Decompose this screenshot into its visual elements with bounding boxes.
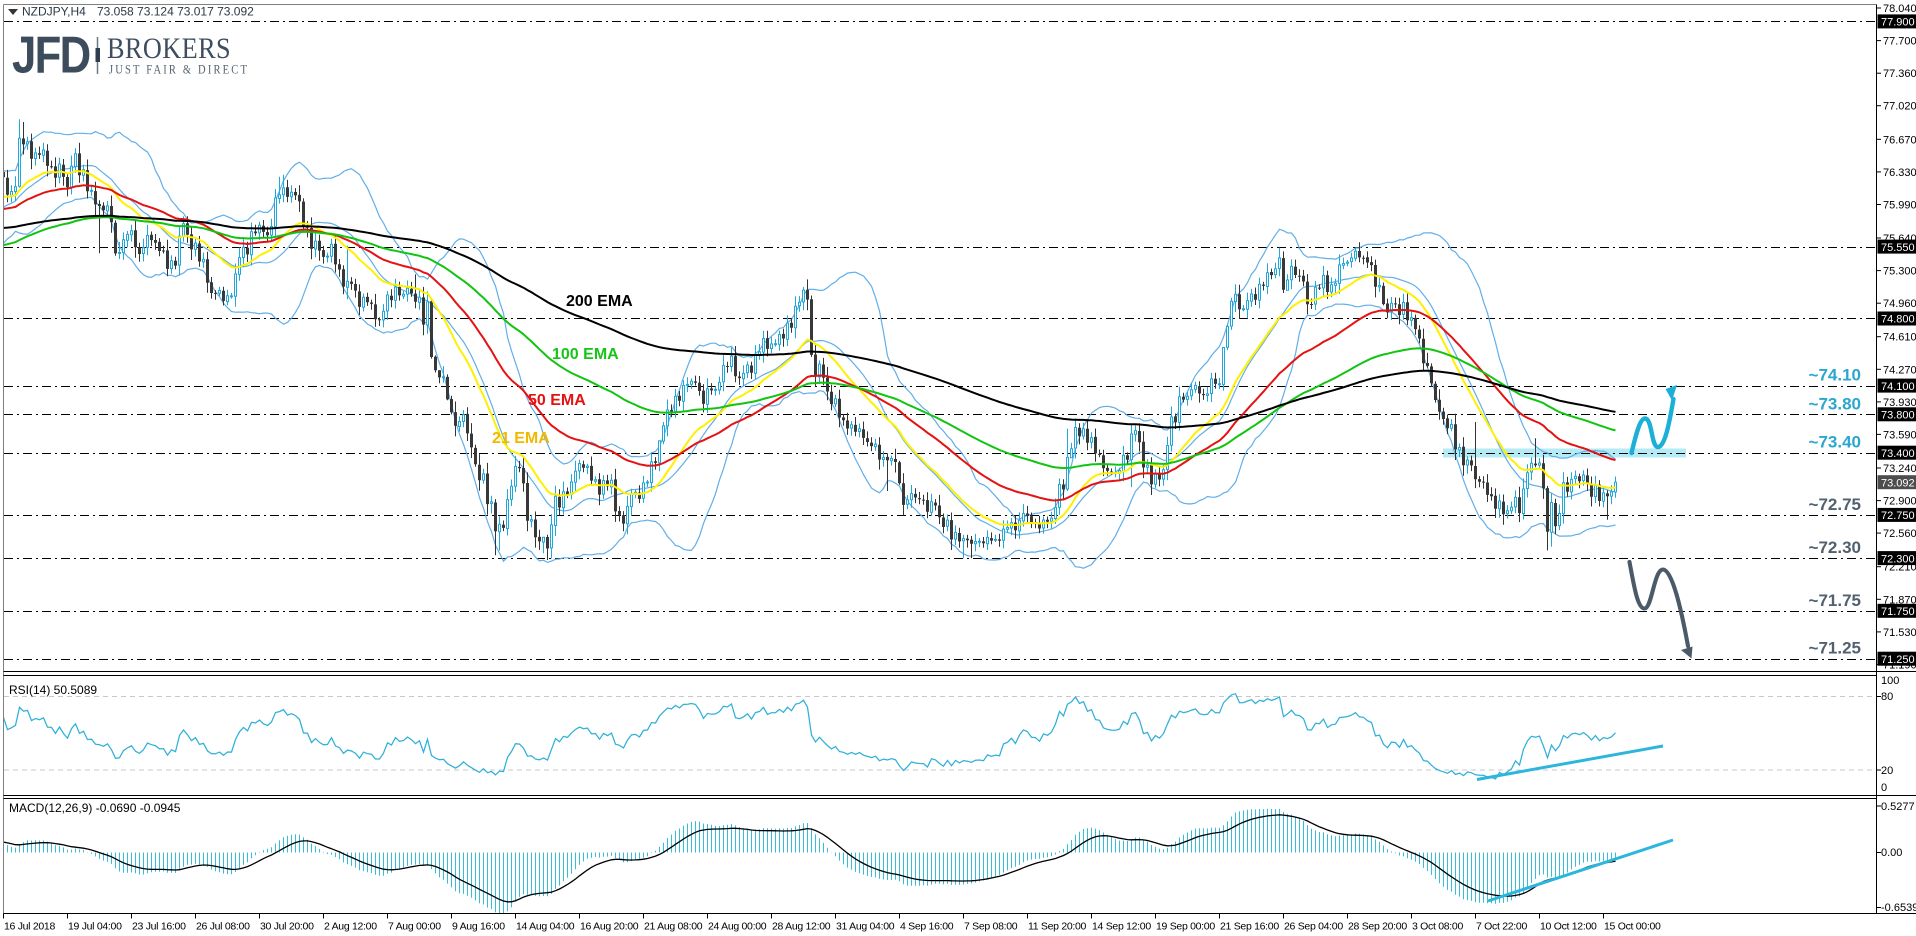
svg-text:9 Aug 16:00: 9 Aug 16:00 (452, 921, 505, 933)
svg-text:80: 80 (1881, 691, 1893, 703)
svg-text:JFD: JFD (12, 27, 90, 84)
svg-text:~74.10: ~74.10 (1809, 366, 1861, 385)
svg-text:75.550: 75.550 (1881, 242, 1915, 254)
svg-text:100: 100 (1881, 675, 1899, 687)
svg-text:16 Jul 2018: 16 Jul 2018 (4, 921, 55, 933)
svg-text:74.270: 74.270 (1883, 364, 1916, 376)
svg-text:100 EMA: 100 EMA (552, 346, 619, 363)
svg-text:26 Sep 04:00: 26 Sep 04:00 (1284, 921, 1343, 933)
svg-text:15 Oct 00:00: 15 Oct 00:00 (1604, 921, 1661, 933)
svg-text:2 Aug 12:00: 2 Aug 12:00 (324, 921, 377, 933)
svg-text:~71.25: ~71.25 (1809, 639, 1861, 658)
svg-text:0: 0 (1881, 782, 1887, 794)
svg-text:14 Aug 04:00: 14 Aug 04:00 (516, 921, 575, 933)
svg-text:26 Jul 08:00: 26 Jul 08:00 (196, 921, 250, 933)
svg-text:7 Sep 08:00: 7 Sep 08:00 (964, 921, 1018, 933)
svg-text:77.900: 77.900 (1881, 17, 1915, 29)
svg-text:71.750: 71.750 (1881, 606, 1915, 618)
svg-text:74.800: 74.800 (1881, 314, 1915, 326)
svg-text:28 Aug 12:00: 28 Aug 12:00 (772, 921, 831, 933)
svg-text:19 Jul 04:00: 19 Jul 04:00 (68, 921, 122, 933)
svg-text:~71.75: ~71.75 (1809, 591, 1861, 610)
svg-text:BROKERS: BROKERS (107, 32, 231, 65)
svg-text:3 Oct 08:00: 3 Oct 08:00 (1412, 921, 1463, 933)
svg-text:20: 20 (1881, 765, 1893, 777)
svg-text:~73.80: ~73.80 (1809, 394, 1861, 413)
svg-text:77.700: 77.700 (1883, 36, 1916, 48)
svg-text:74.100: 74.100 (1881, 381, 1915, 393)
svg-text:78.040: 78.040 (1883, 3, 1916, 15)
svg-text:73.800: 73.800 (1881, 410, 1915, 422)
svg-text:76.670: 76.670 (1883, 134, 1916, 146)
svg-text:21 EMA: 21 EMA (492, 430, 550, 447)
svg-text:73.590: 73.590 (1883, 429, 1916, 441)
svg-text:19 Sep 00:00: 19 Sep 00:00 (1156, 921, 1215, 933)
svg-text:74.610: 74.610 (1883, 332, 1916, 344)
svg-text:7 Aug 00:00: 7 Aug 00:00 (388, 921, 441, 933)
svg-text:71.870: 71.870 (1883, 594, 1916, 606)
svg-text:73.058 73.124 73.017 73.092: 73.058 73.124 73.017 73.092 (97, 5, 254, 19)
svg-text:73.092: 73.092 (1881, 477, 1915, 489)
svg-text:71.250: 71.250 (1881, 654, 1915, 666)
svg-text:~72.75: ~72.75 (1809, 495, 1861, 514)
svg-text:77.020: 77.020 (1883, 101, 1916, 113)
svg-text:MACD(12,26,9) -0.0690 -0.0945: MACD(12,26,9) -0.0690 -0.0945 (9, 801, 181, 815)
svg-text:11 Sep 20:00: 11 Sep 20:00 (1028, 921, 1087, 933)
svg-text:28 Sep 20:00: 28 Sep 20:00 (1348, 921, 1407, 933)
svg-text:200 EMA: 200 EMA (566, 293, 633, 310)
svg-text:72.750: 72.750 (1881, 510, 1915, 522)
svg-text:72.300: 72.300 (1881, 553, 1915, 565)
svg-text:73.930: 73.930 (1883, 397, 1916, 409)
svg-text:73.400: 73.400 (1881, 448, 1915, 460)
svg-text:RSI(14) 50.5089: RSI(14) 50.5089 (9, 683, 97, 697)
svg-text:72.560: 72.560 (1883, 528, 1916, 540)
svg-text:21 Aug 08:00: 21 Aug 08:00 (644, 921, 703, 933)
svg-text:77.360: 77.360 (1883, 68, 1916, 80)
svg-text:76.330: 76.330 (1883, 167, 1916, 179)
svg-text:NZDJPY,H4: NZDJPY,H4 (22, 5, 86, 19)
svg-text:7 Oct 22:00: 7 Oct 22:00 (1476, 921, 1527, 933)
svg-text:~72.30: ~72.30 (1809, 538, 1861, 557)
svg-text:50 EMA: 50 EMA (528, 392, 586, 409)
svg-text:JUST FAIR & DIRECT: JUST FAIR & DIRECT (109, 64, 249, 77)
svg-text:0.5277: 0.5277 (1881, 801, 1915, 813)
svg-text:~73.40: ~73.40 (1809, 433, 1861, 452)
svg-text:21 Sep 16:00: 21 Sep 16:00 (1220, 921, 1279, 933)
svg-text:16 Aug 20:00: 16 Aug 20:00 (580, 921, 639, 933)
svg-text:24 Aug 00:00: 24 Aug 00:00 (708, 921, 767, 933)
svg-text:75.300: 75.300 (1883, 266, 1916, 278)
svg-text:23 Jul 16:00: 23 Jul 16:00 (132, 921, 186, 933)
svg-text:72.900: 72.900 (1883, 496, 1916, 508)
svg-text:75.990: 75.990 (1883, 200, 1916, 212)
svg-text:31 Aug 04:00: 31 Aug 04:00 (836, 921, 895, 933)
svg-text:73.240: 73.240 (1883, 463, 1916, 475)
svg-text:0.00: 0.00 (1881, 847, 1902, 859)
svg-text:71.530: 71.530 (1883, 627, 1916, 639)
svg-text:-0.6539: -0.6539 (1881, 902, 1916, 914)
svg-text:14 Sep 12:00: 14 Sep 12:00 (1092, 921, 1151, 933)
svg-text:74.960: 74.960 (1883, 298, 1916, 310)
svg-text:30 Jul 20:00: 30 Jul 20:00 (260, 921, 314, 933)
svg-text:10 Oct 12:00: 10 Oct 12:00 (1540, 921, 1597, 933)
svg-text:4 Sep 16:00: 4 Sep 16:00 (900, 921, 954, 933)
